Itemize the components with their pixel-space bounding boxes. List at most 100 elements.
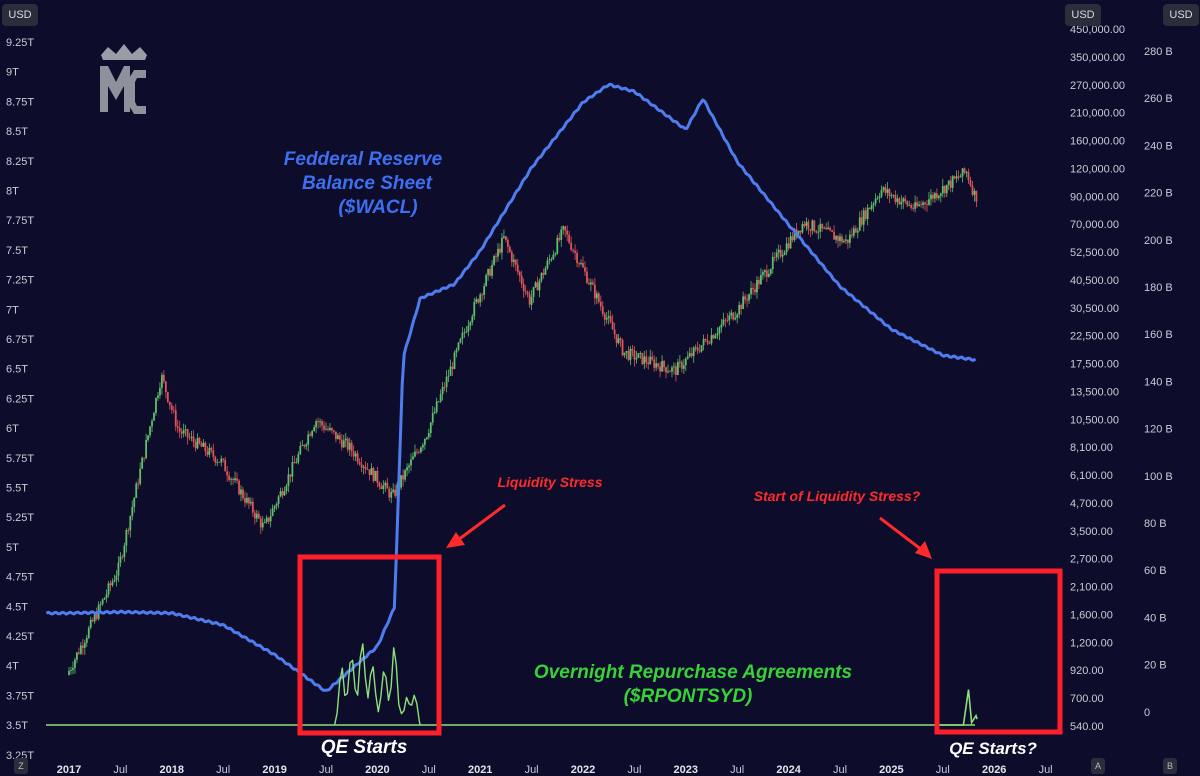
btc-candle-body [178,427,181,432]
btc-candle-body [945,184,948,194]
btc-candle-body [748,294,750,301]
btc-candle-body [491,264,493,276]
btc-candle-body [611,321,614,330]
right-tick-label: 0 [1144,707,1150,719]
btc-candle-body [236,478,238,481]
btc-candle-body [819,223,822,232]
btc-candle-body [941,186,944,194]
btc-candle-body [920,204,922,206]
btc-candle-body [803,223,806,226]
btc-candle-body [291,462,294,477]
btc-candle-body [811,220,814,231]
btc-candle-body [973,190,976,195]
btc-candle-body [767,273,770,277]
btc-candle-body [372,468,375,481]
btc-candle-body [783,252,786,255]
left-tick-label: 7.5T [6,245,28,257]
btc-candle-body [943,186,946,194]
left-corner-badge[interactable]: Z [14,758,28,774]
btc-candle-body [121,556,124,558]
box-2025-repo [934,568,1063,735]
btc-candle-body [370,468,373,475]
btc-candle-body [550,259,553,260]
btc-candle-body [619,338,622,341]
btc-candle-body [631,348,634,351]
btc-candle-body [161,374,163,388]
left-currency-badge[interactable]: USD [2,4,38,26]
btc-candle-body [874,198,877,204]
btc-candle-body [671,367,673,372]
btc-candle-body [499,248,501,253]
btc-candle-body [295,462,298,464]
left-tick-label: 6T [6,423,19,435]
btc-candle-body [615,334,618,344]
right-currency-badge[interactable]: USD [1163,4,1199,26]
btc-candle-body [518,271,521,276]
x-tick-label: 2018 [160,764,184,776]
btc-candle-body [271,508,274,516]
btc-candle-body [481,294,484,296]
btc-candle-body [166,392,169,402]
mid-tick-label: 920.00 [1070,665,1104,677]
btc-candle-body [558,237,561,240]
btc-candle-body [740,304,743,310]
btc-candle-body [815,231,818,233]
btc-candle-body [880,189,883,197]
mid-tick-label: 8,100.00 [1070,442,1113,454]
btc-candle-body [700,345,703,352]
btc-candle-body [607,316,610,318]
btc-candle-body [162,374,165,382]
left-tick-label: 4.75T [6,572,34,584]
btc-candle-body [497,248,499,257]
x-tick-label: 2019 [262,764,286,776]
btc-candle-body [319,421,321,423]
btc-candle-body [439,394,442,402]
repo-label-line2: ($RPONTSYD) [624,686,753,707]
btc-candle-body [924,202,926,205]
right-tick-label: 180 B [1144,282,1173,294]
btc-candle-body [649,356,652,365]
btc-candle-body [937,195,940,199]
btc-candle-body [487,269,490,275]
btc-candle-body [400,475,403,488]
btc-candle-body [251,501,254,513]
btc-candle-body [914,202,917,209]
btc-candle-body [342,440,345,448]
btc-candle-body [542,272,545,275]
btc-candle-body [862,210,865,225]
x-tick-label: Jul [627,764,641,776]
btc-candle-body [876,198,879,199]
btc-candle-body [382,485,385,489]
left-tick-label: 4.25T [6,631,34,643]
btc-candle-body [969,180,972,186]
btc-candle-body [965,171,968,173]
btc-candle-body [238,480,240,495]
btc-candle-body [744,296,747,300]
btc-candle-body [935,193,938,199]
btc-candle-body [621,340,624,356]
btc-candle-body [503,236,505,238]
left-tick-label: 6.75T [6,334,34,346]
fed-label-line1: Fedderal Reserve [284,149,443,170]
btc-candle-body [860,217,863,225]
left-tick-label: 8.75T [6,96,34,108]
btc-candle-body [588,283,590,285]
btc-candle-body [149,426,151,436]
btc-candle-body [578,263,580,265]
mid-currency-badge[interactable]: USD [1065,4,1101,26]
btc-candle-body [530,296,533,305]
btc-candle-body [81,645,84,648]
btc-candle-body [686,356,689,359]
btc-candle-body [356,453,359,462]
btc-candle-body [912,207,915,209]
btc-candle-body [259,518,262,528]
mid-corner-badge[interactable]: A [1091,758,1105,774]
btc-candle-body [961,168,964,177]
btc-candle-body [194,441,197,449]
btc-candle-body [930,194,932,200]
btc-candle-body [364,466,367,470]
left-tick-label: 9T [6,67,19,79]
left-tick-label: 8T [6,186,19,198]
right-corner-badge[interactable]: B [1163,758,1177,774]
